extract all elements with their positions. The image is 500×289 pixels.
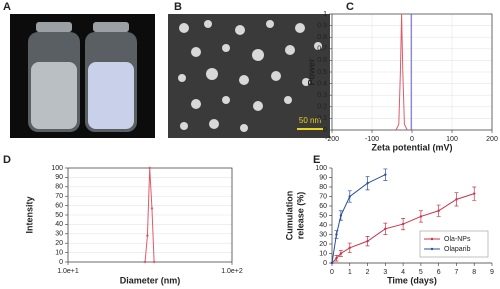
- y-tick-label: 10: [319, 250, 327, 257]
- marker: [148, 166, 151, 170]
- plot-frame: [331, 13, 493, 131]
- y-tick-label: 90: [319, 174, 327, 181]
- scale-bar-label: 50 nm: [299, 116, 322, 125]
- x-axis-label: Time (days): [387, 275, 437, 285]
- y-tick-label: 30: [319, 231, 327, 238]
- y-tick-label: 40: [55, 221, 63, 228]
- x-axis-label: Zeta potential (mV): [371, 142, 452, 152]
- x-tick-label: 3: [383, 269, 387, 276]
- marker: [146, 234, 149, 237]
- legend-box: [419, 230, 489, 258]
- y-tick-label: 0.4: [317, 80, 327, 87]
- y-tick-label: 80: [319, 184, 327, 191]
- y-tick-label: 0.9: [317, 22, 327, 29]
- x-tick-label: -200: [325, 136, 339, 143]
- y-tick-label: 20: [319, 241, 327, 248]
- marker: [366, 239, 369, 243]
- y-tick-label: 0.7: [317, 46, 327, 53]
- marker: [348, 195, 351, 198]
- x-tick-label: -100: [365, 136, 379, 143]
- marker: [335, 233, 338, 236]
- x-tick-label: 8: [472, 269, 476, 276]
- y-tick-label: 0.2: [317, 104, 327, 111]
- panel-label: D: [3, 154, 11, 166]
- y-tick-label: 100: [51, 165, 63, 172]
- x-tick-label: 6: [437, 269, 441, 276]
- marker: [401, 222, 405, 226]
- y-tick-label: 60: [319, 203, 327, 210]
- panel-label: E: [313, 154, 320, 166]
- panel-label: C: [346, 1, 354, 13]
- marker: [384, 227, 387, 230]
- series-line: [331, 174, 386, 264]
- y-tick-label: 0: [323, 260, 327, 267]
- y-tick-label: 80: [55, 184, 63, 191]
- y-axis-label: Power: [306, 58, 316, 86]
- y-tick-label: 0.1: [317, 115, 327, 122]
- marker: [152, 260, 156, 264]
- y-tick-label: 20: [55, 240, 63, 247]
- legend-label: Ola-NPs: [444, 236, 471, 243]
- y-tick-label: 90: [55, 174, 63, 181]
- photo-vials: [10, 14, 155, 138]
- x-tick-label: 200: [486, 136, 498, 143]
- x-tick-label: 9: [490, 269, 494, 276]
- x-tick-label: 2: [366, 269, 370, 276]
- y-tick-label: 100: [315, 165, 327, 172]
- panel-label: A: [3, 1, 11, 13]
- y-tick-label: 70: [55, 193, 63, 200]
- y-tick-label: 0: [323, 127, 327, 134]
- x-tick-label: 0: [410, 136, 414, 143]
- x-tick-label: 7: [454, 269, 458, 276]
- y-tick-label: 0.3: [317, 92, 327, 99]
- marker: [339, 252, 343, 255]
- series-line: [395, 13, 408, 131]
- x-tick-label: 4: [401, 269, 405, 276]
- y-tick-label: 10: [55, 249, 63, 256]
- marker: [150, 207, 154, 210]
- legend-marker: [430, 237, 434, 241]
- marker: [348, 246, 351, 249]
- marker: [143, 260, 147, 264]
- marker: [419, 215, 423, 218]
- y-tick-label: 40: [319, 222, 327, 229]
- legend-marker: [430, 247, 434, 251]
- y-tick-label: 0.5: [317, 69, 327, 76]
- marker: [384, 173, 387, 176]
- marker: [455, 198, 458, 201]
- y-tick-label: 60: [55, 202, 63, 209]
- x-tick-label: 0: [330, 269, 334, 276]
- legend-label: Olaparib: [444, 246, 471, 253]
- marker: [366, 182, 369, 185]
- marker: [339, 214, 343, 217]
- y-tick-label: 0: [59, 259, 63, 266]
- photo-tem: 50 nm: [168, 14, 330, 138]
- y-tick-label: 50: [55, 212, 63, 219]
- x-tick-label: 1.0e+1: [57, 268, 79, 275]
- y-tick-label: 0.6: [317, 57, 327, 64]
- y-axis-label: Intensity: [24, 196, 34, 233]
- y-tick-label: 30: [55, 231, 63, 238]
- x-tick-label: 100: [446, 136, 458, 143]
- x-tick-label: 1.0e+2: [221, 268, 243, 275]
- y-tick-label: 70: [319, 193, 327, 200]
- y-axis-label: Cumulation: [284, 191, 294, 241]
- y-axis-label: release (%): [295, 192, 305, 240]
- marker: [437, 209, 440, 212]
- marker: [330, 261, 334, 265]
- marker: [473, 192, 476, 195]
- y-tick-label: 1: [323, 11, 327, 18]
- x-tick-label: 1: [348, 269, 352, 276]
- x-axis-label: Diameter (nm): [120, 275, 181, 285]
- y-tick-label: 50: [319, 212, 327, 219]
- y-tick-label: 0.8: [317, 34, 327, 41]
- marker: [335, 257, 338, 260]
- panel-label: B: [174, 1, 182, 13]
- x-tick-label: 5: [419, 269, 423, 276]
